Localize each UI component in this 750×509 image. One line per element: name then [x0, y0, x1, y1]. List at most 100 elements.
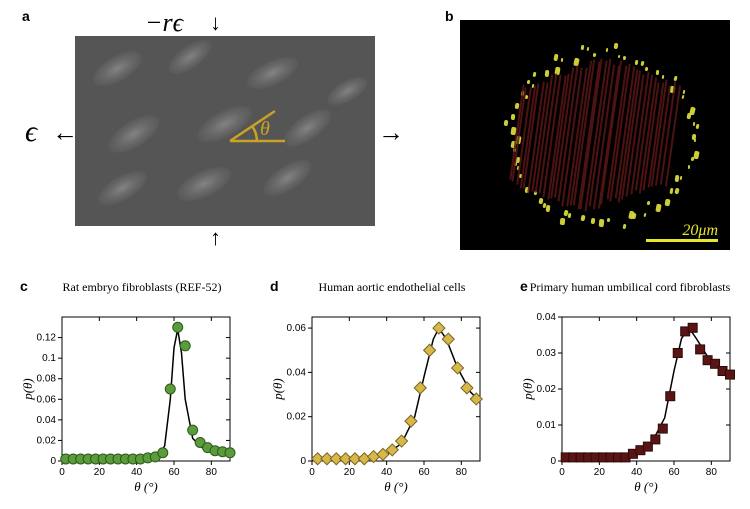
focal-adhesion — [693, 151, 699, 159]
data-marker — [358, 453, 370, 465]
svg-text:40: 40 — [381, 467, 393, 478]
svg-text:θ (°): θ (°) — [634, 479, 658, 494]
focal-adhesion — [662, 74, 665, 78]
svg-text:0.06: 0.06 — [287, 323, 307, 334]
svg-text:0.04: 0.04 — [537, 312, 557, 323]
svg-text:0: 0 — [550, 456, 556, 467]
svg-text:0.02: 0.02 — [537, 384, 557, 395]
neg-r-epsilon-label: −rϵ — [145, 8, 183, 38]
panel-b-fluorescence: 20μm — [460, 20, 730, 250]
focal-adhesion — [680, 176, 683, 180]
focal-adhesion — [527, 80, 530, 84]
data-marker — [173, 322, 183, 332]
data-marker — [688, 323, 697, 332]
svg-text:60: 60 — [168, 467, 180, 478]
focal-adhesion — [591, 218, 595, 224]
data-marker — [165, 384, 175, 394]
svg-text:0.03: 0.03 — [537, 348, 557, 359]
svg-text:0: 0 — [309, 467, 315, 478]
focal-adhesion — [692, 121, 695, 125]
arrow-down-icon: ↓ — [210, 10, 221, 36]
svg-text:0: 0 — [59, 467, 65, 478]
svg-text:0.02: 0.02 — [287, 412, 307, 423]
arrow-right-icon: → — [378, 118, 404, 148]
data-marker — [433, 322, 445, 334]
svg-text:0.01: 0.01 — [537, 420, 557, 431]
data-marker — [658, 424, 667, 433]
panel-label-b: b — [445, 8, 454, 24]
svg-text:20: 20 — [594, 467, 606, 478]
svg-text:80: 80 — [206, 467, 218, 478]
focal-adhesion — [623, 55, 626, 60]
svg-text:p(θ): p(θ) — [270, 378, 285, 401]
data-marker — [424, 344, 436, 356]
figure-root: a −rϵ ↓ θ ϵ ← → ↑ b 20μm c d e Rat embry… — [0, 0, 750, 509]
svg-text:p(θ): p(θ) — [20, 378, 35, 401]
svg-text:80: 80 — [706, 467, 718, 478]
svg-text:20: 20 — [94, 467, 106, 478]
focal-adhesion — [645, 66, 648, 71]
focal-adhesion — [696, 124, 701, 130]
svg-text:0.04: 0.04 — [37, 415, 57, 426]
chart-title-e: Primary human umbilical cord fibroblasts — [510, 280, 750, 295]
focal-adhesion — [586, 47, 589, 51]
svg-text:0.08: 0.08 — [37, 374, 57, 385]
panel-label-c: c — [20, 278, 28, 294]
focal-adhesion — [553, 53, 558, 60]
focal-adhesion — [683, 90, 686, 94]
panel-label-d: d — [270, 278, 279, 294]
data-marker — [158, 448, 168, 458]
svg-text:40: 40 — [631, 467, 643, 478]
focal-adhesion — [674, 188, 679, 195]
svg-text:20: 20 — [344, 467, 356, 478]
svg-text:0.1: 0.1 — [42, 353, 56, 364]
focal-adhesion — [664, 199, 670, 207]
theta-angle-overlay — [75, 36, 375, 226]
focal-adhesion — [618, 55, 621, 59]
focal-adhesion — [669, 187, 673, 193]
data-marker — [188, 425, 198, 435]
data-marker — [225, 448, 235, 458]
focal-adhesion — [681, 95, 684, 99]
data-marker — [452, 362, 464, 374]
focal-adhesion — [560, 218, 565, 226]
focal-adhesion — [647, 201, 650, 206]
epsilon-label: ϵ — [25, 115, 37, 149]
svg-text:0.06: 0.06 — [37, 394, 57, 405]
arrow-up-icon: ↑ — [210, 225, 221, 251]
svg-text:40: 40 — [131, 467, 143, 478]
data-marker — [396, 435, 408, 447]
focal-adhesion — [655, 204, 661, 213]
svg-text:p(θ): p(θ) — [520, 378, 535, 401]
theta-symbol: θ — [260, 118, 270, 141]
chart-title-d: Human aortic endothelial cells — [282, 280, 502, 295]
focal-adhesion — [544, 70, 549, 78]
data-marker — [666, 392, 675, 401]
focal-adhesion — [503, 120, 507, 126]
focal-adhesion — [635, 60, 639, 66]
svg-text:60: 60 — [418, 467, 430, 478]
svg-text:θ (°): θ (°) — [384, 479, 408, 494]
focal-adhesion — [689, 106, 696, 115]
svg-text:60: 60 — [668, 467, 680, 478]
focal-adhesion — [561, 58, 564, 62]
svg-text:0: 0 — [50, 456, 56, 467]
focal-adhesion — [674, 175, 679, 182]
focal-adhesion — [580, 214, 585, 221]
focal-adhesion — [688, 165, 691, 169]
arrow-left-icon: ← — [52, 118, 78, 148]
scalebar-line — [646, 239, 718, 242]
focal-adhesion — [581, 45, 585, 50]
data-marker — [726, 370, 735, 379]
scalebar-text: 20μm — [682, 222, 718, 240]
focal-adhesion — [632, 213, 637, 220]
svg-text:0: 0 — [559, 467, 565, 478]
focal-adhesion — [643, 213, 646, 217]
focal-adhesion — [598, 219, 604, 227]
svg-text:80: 80 — [456, 467, 468, 478]
data-marker — [414, 382, 426, 394]
chart-c: 02040608000.020.040.060.080.10.12θ (°)p(… — [20, 295, 240, 495]
focal-adhesion — [640, 61, 644, 66]
panel-a-micrograph: θ — [75, 36, 375, 226]
svg-text:0.04: 0.04 — [287, 367, 307, 378]
